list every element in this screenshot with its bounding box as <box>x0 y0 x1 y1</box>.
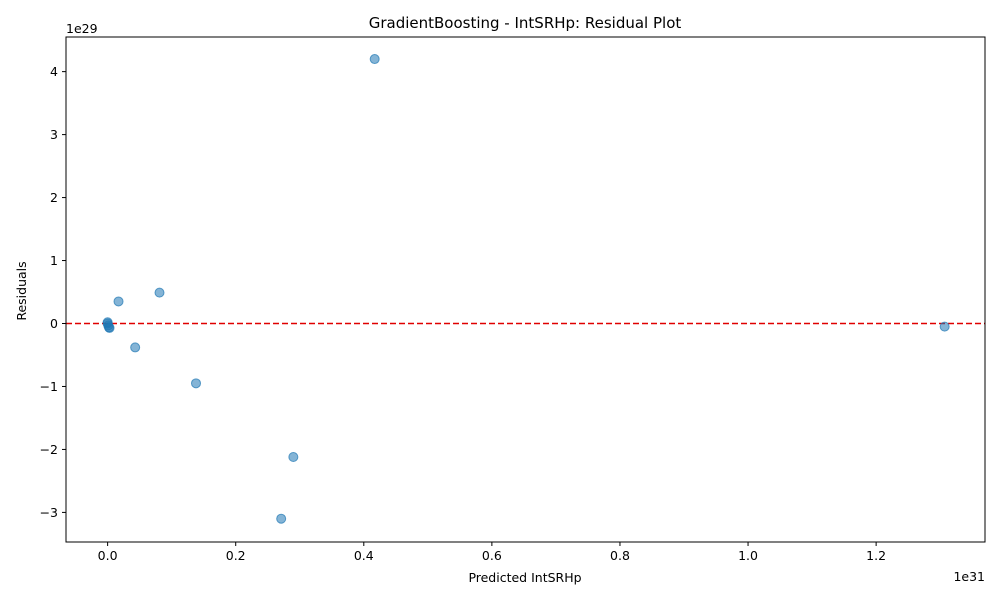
x-axis-ticks: 0.0 0.2 0.4 0.6 0.8 1.0 1.2 <box>98 542 886 563</box>
y-tick-label: 3 <box>50 127 58 142</box>
y-tick-label: 4 <box>50 64 58 79</box>
x-tick-label: 1.2 <box>866 548 886 563</box>
plot-frame <box>65 36 986 543</box>
scatter-point <box>104 322 115 333</box>
y-tick-label: 0 <box>50 316 58 331</box>
x-axis-label: Predicted IntSRHp <box>468 570 581 585</box>
y-tick-label: −3 <box>40 505 58 520</box>
scatter-point <box>276 513 287 524</box>
y-tick-label: −1 <box>40 379 58 394</box>
x-tick-label: 0.4 <box>354 548 374 563</box>
scatter-point <box>154 287 165 298</box>
x-tick-label: 0.2 <box>226 548 246 563</box>
scatter-point <box>288 451 299 462</box>
scatter-point <box>130 342 141 353</box>
x-tick-label: 0.6 <box>482 548 502 563</box>
data-points <box>102 54 950 524</box>
y-axis-ticks: −3 −2 −1 0 1 2 3 4 <box>40 64 66 520</box>
scatter-point <box>939 321 950 332</box>
x-axis-offset-label: 1e31 <box>953 569 985 584</box>
y-axis-label: Residuals <box>14 261 29 320</box>
y-axis-offset-label: 1e29 <box>66 21 98 36</box>
scatter-point <box>113 296 124 307</box>
scatter-point <box>191 378 202 389</box>
x-tick-label: 0.0 <box>98 548 118 563</box>
scatter-point <box>369 54 380 65</box>
y-tick-label: −2 <box>40 442 58 457</box>
x-tick-label: 0.8 <box>610 548 630 563</box>
chart-title: GradientBoosting - IntSRHp: Residual Plo… <box>369 14 682 32</box>
y-tick-label: 1 <box>50 253 58 268</box>
y-tick-label: 2 <box>50 190 58 205</box>
x-tick-label: 1.0 <box>738 548 758 563</box>
